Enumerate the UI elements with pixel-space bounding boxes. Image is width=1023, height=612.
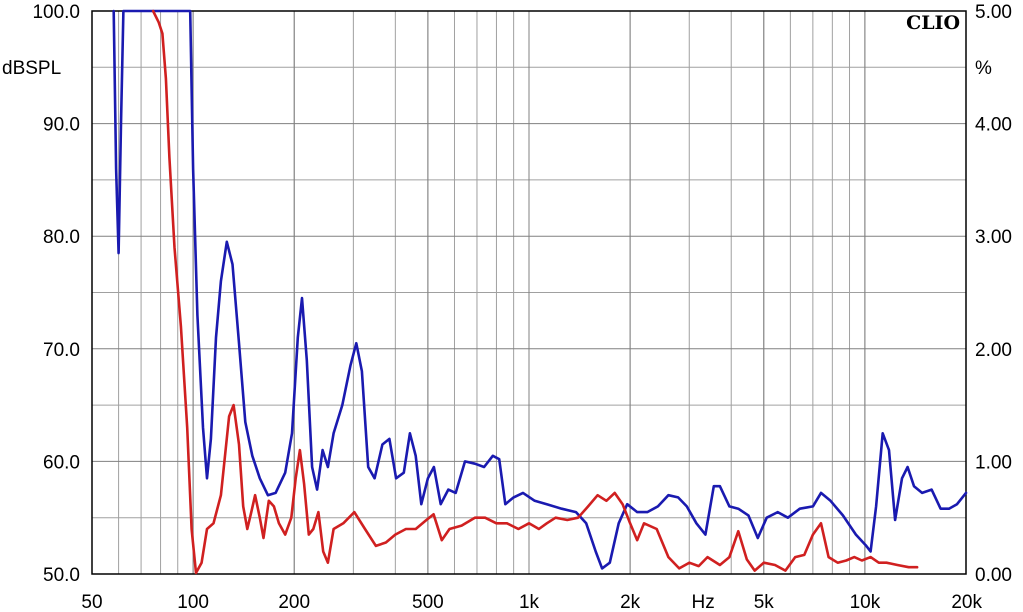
y-right-tick-label: 1.00 xyxy=(975,452,1012,473)
x-tick-label: 500 xyxy=(412,592,444,612)
x-tick-label: 5k xyxy=(754,592,775,612)
y-right-unit-label: % xyxy=(975,58,992,79)
y-left-tick-label: 100.0 xyxy=(32,2,80,23)
y-left-tick-label: 50.0 xyxy=(43,565,80,586)
x-tick-label: 1k xyxy=(519,592,540,612)
plot-frame xyxy=(91,10,967,575)
x-tick-label: 2k xyxy=(620,592,641,612)
series-line-red xyxy=(151,9,919,575)
series-layer xyxy=(112,9,968,575)
clio-logo-text: CLIO xyxy=(906,12,960,34)
y-right-tick-label: 5.00 xyxy=(975,2,1012,23)
y-right-tick-label: 4.00 xyxy=(975,115,1012,136)
x-tick-label: 200 xyxy=(278,592,310,612)
x-tick-label: 10k xyxy=(850,592,881,612)
y-left-tick-label: 70.0 xyxy=(43,340,80,361)
x-tick-label: 100 xyxy=(177,592,209,612)
y-left-tick-label: 60.0 xyxy=(43,452,80,473)
y-right-tick-label: 2.00 xyxy=(975,340,1012,361)
x-unit-label: Hz xyxy=(692,592,715,612)
y-right-tick-label: 0.00 xyxy=(975,565,1012,586)
y-left-tick-label: 80.0 xyxy=(43,227,80,248)
y-left-tick-label: 90.0 xyxy=(43,115,80,136)
y-right-tick-label: 3.00 xyxy=(975,227,1012,248)
series-line-blue xyxy=(112,9,968,570)
x-tick-label: 50 xyxy=(81,592,102,612)
plot-area xyxy=(91,10,967,575)
y-left-unit-label: dBSPL xyxy=(2,58,61,79)
x-tick-label: 20k xyxy=(951,592,982,612)
